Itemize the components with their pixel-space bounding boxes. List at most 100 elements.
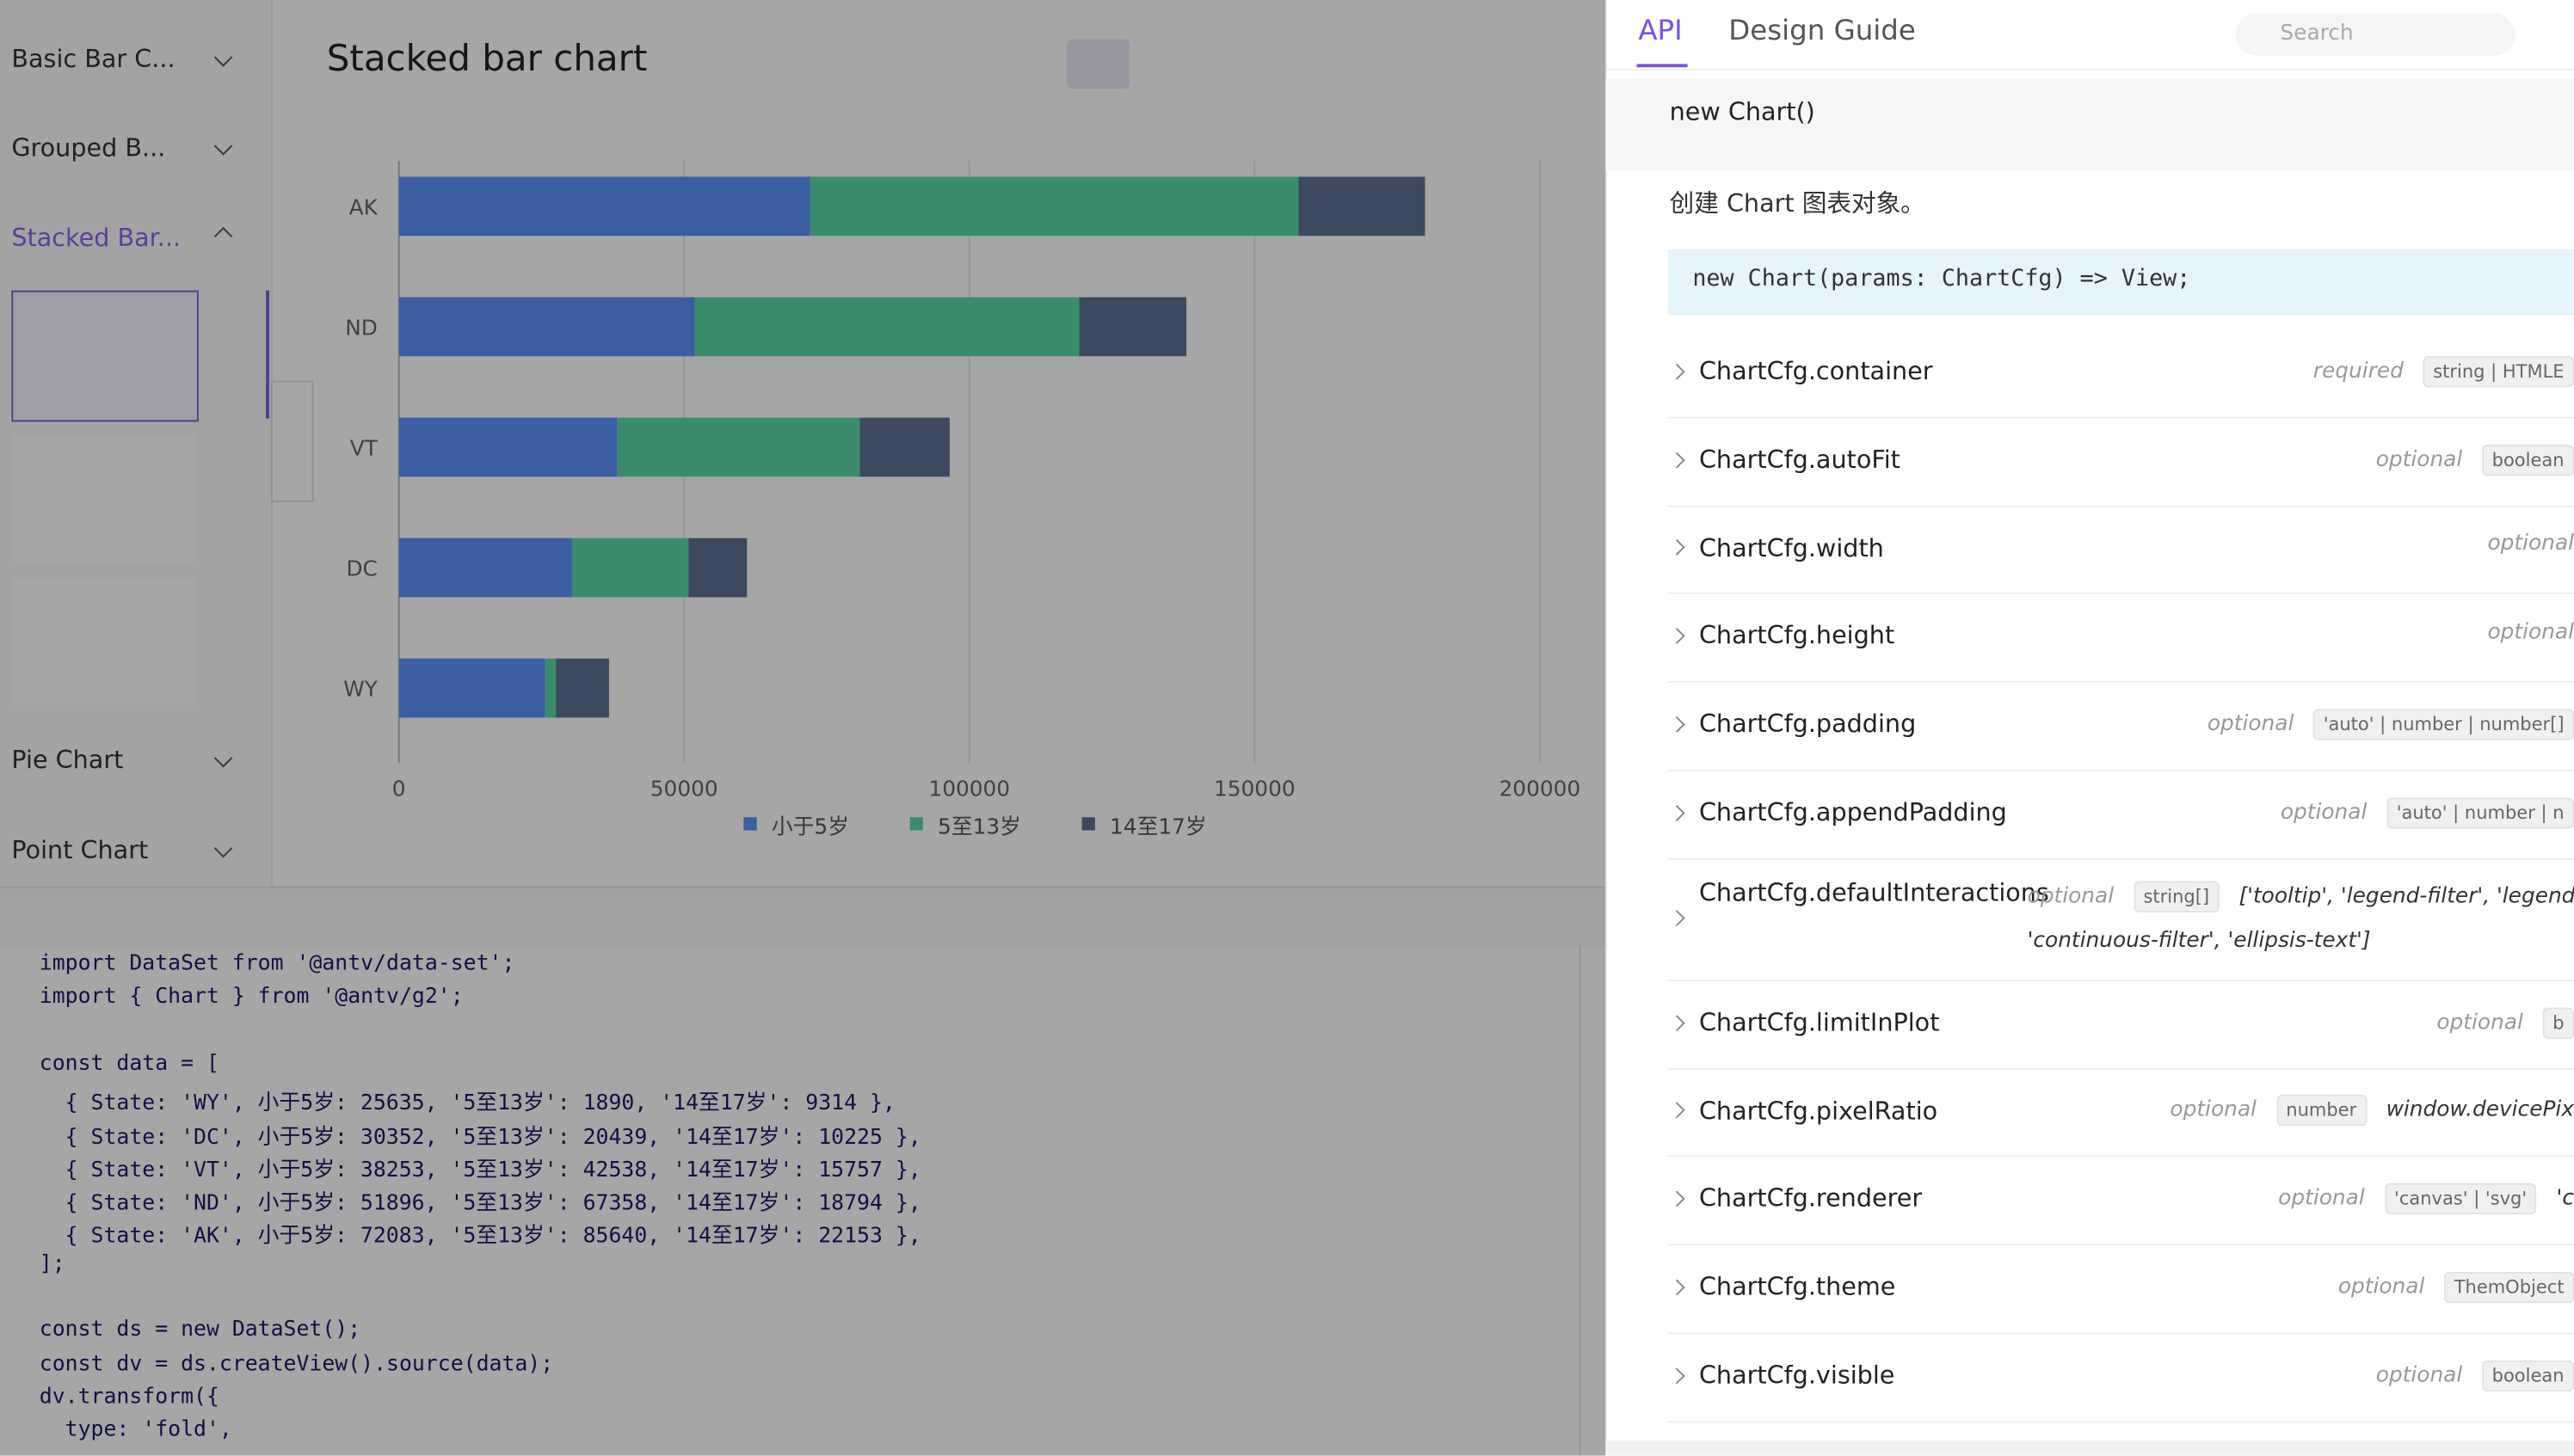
prop-meta: optional	[2487, 621, 2574, 646]
prop-chevron	[1668, 452, 1685, 469]
tab[interactable]: API	[1638, 15, 1683, 48]
prop-chevron	[1668, 804, 1685, 821]
prop-meta: optional number window.devicePix	[2170, 1095, 2574, 1127]
sidebar-item[interactable]: Basic Bar C...	[11, 44, 176, 74]
code-line: const data = [	[39, 1051, 219, 1077]
prop-meta: optional boolean	[2375, 1360, 2574, 1391]
prop-chevron	[1668, 539, 1685, 556]
prop-row[interactable]: ChartCfg.appendPadding optional 'auto' | n…	[1667, 770, 2574, 860]
prop-row[interactable]: ChartCfg.padding optional 'auto' | number …	[1667, 681, 2574, 771]
prop-name: ChartCfg.width	[1698, 532, 1884, 562]
prop-row[interactable]: ChartCfg.visible optional boolean	[1667, 1332, 2574, 1422]
y-tick-label: DC	[346, 556, 377, 581]
bar	[398, 297, 695, 357]
dim-overlay	[0, 0, 1606, 1456]
prop-type: 'auto' | number | number[]	[2313, 709, 2574, 740]
prop-flag: optional	[2170, 1098, 2257, 1124]
tab[interactable]: Design Guide	[1728, 15, 1916, 48]
prop-chevron	[1668, 1191, 1685, 1207]
sidebar-item[interactable]: Pie Chart	[11, 745, 124, 775]
device-toggle[interactable]	[1067, 39, 1130, 89]
x-tick-label: 200000	[1499, 776, 1581, 801]
code-line: const dv = ds.createView().source(data);	[39, 1351, 554, 1377]
bar	[398, 538, 572, 598]
divider	[1579, 945, 1581, 1456]
prop-type: string[]	[2134, 881, 2220, 912]
prop-name: ChartCfg.autoFit	[1698, 444, 1900, 475]
code-line: { State: 'ND', 小于5岁: 51896, '5至13岁': 673…	[39, 1191, 921, 1217]
thumbnail[interactable]	[11, 577, 196, 706]
prop-meta: optional 'auto' | number | number[]	[2208, 709, 2574, 740]
prop-type: number	[2275, 1095, 2367, 1127]
legend-marker	[909, 817, 923, 831]
y-tick-label: VT	[350, 436, 379, 461]
bar	[617, 417, 860, 477]
prop-meta: optional 'canvas' | 'svg' 'c	[2278, 1183, 2574, 1215]
prop-name: ChartCfg.limitInPlot	[1698, 1007, 1940, 1037]
prop-row[interactable]: ChartCfg.container required string | HTMLE	[1667, 329, 2574, 419]
prop-flag: optional	[2436, 1010, 2523, 1035]
prop-name: ChartCfg.padding	[1698, 709, 1917, 740]
code-line: type: 'fold',	[39, 1418, 232, 1443]
prop-name: ChartCfg.height	[1698, 621, 1895, 651]
sidebar-item[interactable]: Stacked Bar...	[11, 223, 182, 253]
legend-label: 小于5岁	[772, 814, 849, 839]
prop-row[interactable]: ChartCfg.renderer optional 'canvas' | 'svg…	[1667, 1156, 2574, 1246]
search-placeholder[interactable]: Search	[2280, 21, 2354, 46]
code-box	[1667, 249, 2574, 316]
x-tick-label: 50000	[650, 776, 718, 801]
code-line: { State: 'DC', 小于5岁: 30352, '5至13岁': 204…	[39, 1125, 921, 1150]
y-tick-label: AK	[349, 194, 379, 219]
prop-row[interactable]: ChartCfg.limitInPlot optional b	[1667, 980, 2574, 1070]
prop-default: 'continuous-filter', 'ellipsis-text']	[2027, 928, 2371, 954]
prop-default: ['tooltip', 'legend-filter', 'legend-ac	[2238, 884, 2574, 909]
signature: new Chart(params: ChartCfg) => View;	[1692, 266, 2191, 292]
thumbnail[interactable]	[11, 434, 196, 563]
section-header	[1605, 78, 2574, 171]
prop-type: 'canvas' | 'svg'	[2384, 1183, 2537, 1215]
prop-flag: optional	[2375, 1363, 2463, 1389]
prop-name: ChartCfg.theme	[1698, 1272, 1896, 1302]
prop-chevron	[1668, 909, 1685, 926]
thumbnail[interactable]	[11, 290, 199, 422]
prop-flag: optional	[2487, 620, 2574, 646]
bar	[859, 417, 950, 477]
prop-default: 'c	[2556, 1187, 2574, 1212]
prop-row[interactable]: ChartCfg.defaultInteractions optional stri…	[1667, 858, 2574, 981]
code-line: { State: 'VT', 小于5岁: 38253, '5至13岁': 425…	[39, 1158, 921, 1183]
prop-type: string | HTMLE	[2423, 355, 2574, 388]
collapse-button[interactable]	[270, 380, 314, 502]
y-tick-label: ND	[345, 315, 378, 340]
code-line: import { Chart } from '@antv/g2';	[39, 985, 464, 1011]
chart-title: Stacked bar chart	[326, 39, 648, 81]
divider	[1605, 69, 2574, 71]
prop-meta: optional b	[2436, 1007, 2574, 1039]
prop-chevron	[1668, 628, 1685, 645]
prop-row[interactable]: ChartCfg.width optional	[1667, 505, 2574, 595]
legend-label: 14至17岁	[1110, 814, 1207, 839]
prop-chevron	[1668, 1014, 1685, 1031]
sidebar-item[interactable]: Point Chart	[11, 835, 149, 865]
section-title[interactable]: new Chart()	[1669, 96, 1815, 126]
prop-row[interactable]: ChartCfg.pixelRatio optional number window.…	[1667, 1067, 2574, 1158]
code-line: ];	[39, 1251, 65, 1276]
y-tick-label: WY	[343, 677, 379, 702]
sidebar-item[interactable]: Grouped B...	[11, 132, 166, 163]
prop-row[interactable]: ChartCfg.autoFit optional boolean	[1667, 416, 2574, 507]
active-indicator	[266, 290, 269, 419]
search-box[interactable]	[2235, 13, 2516, 56]
code-line: import DataSet from '@antv/data-set';	[39, 951, 515, 977]
prop-row[interactable]: ChartCfg.theme optional ThemObject	[1667, 1244, 2574, 1335]
prop-flag: optional	[2207, 712, 2294, 737]
prop-type: ThemObject	[2444, 1271, 2574, 1304]
prop-meta: required string | HTMLE	[2313, 355, 2574, 388]
code-line: { State: 'AK', 小于5岁: 72083, '5至13岁': 856…	[39, 1225, 921, 1250]
prop-type: boolean	[2482, 444, 2574, 476]
prop-meta: optional	[2487, 532, 2574, 557]
bar	[398, 658, 545, 718]
prop-meta: optional 'auto' | number | n	[2281, 797, 2574, 829]
legend-marker	[1081, 817, 1095, 831]
prop-chevron	[1668, 363, 1685, 380]
prop-row[interactable]: ChartCfg.height optional	[1667, 593, 2574, 684]
